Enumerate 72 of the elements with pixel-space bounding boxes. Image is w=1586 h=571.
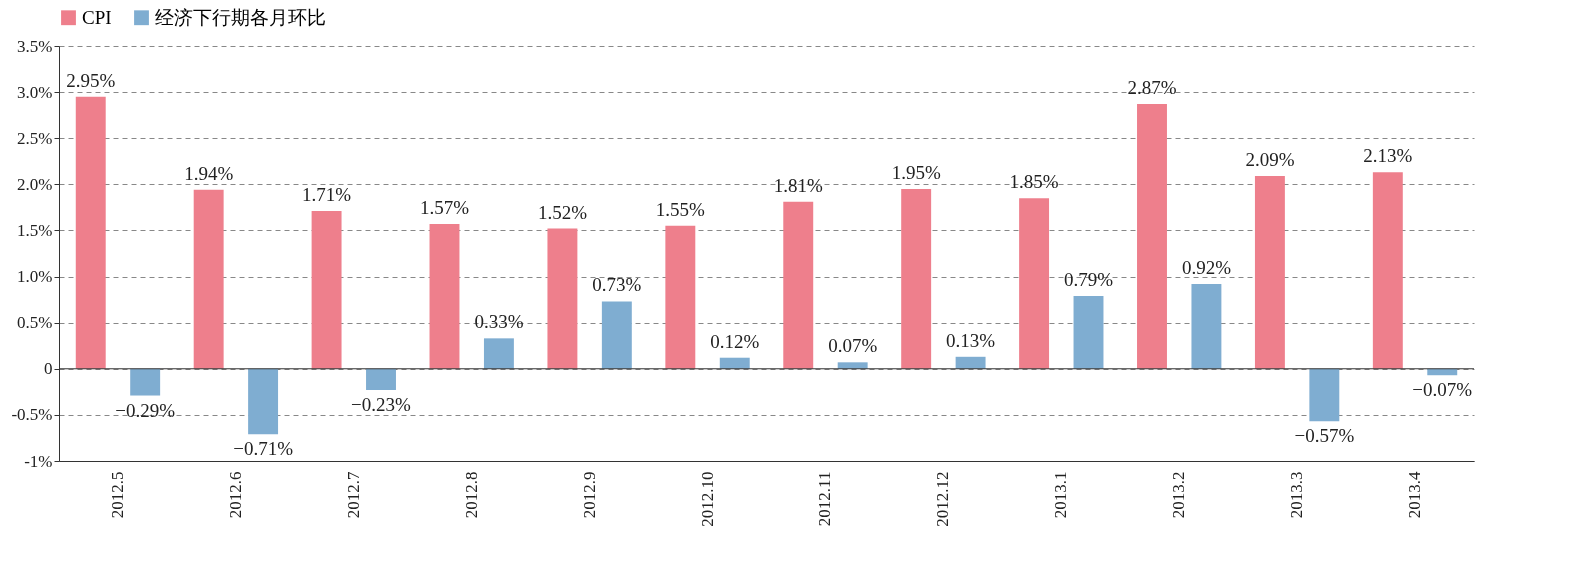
data-label: −0.07% bbox=[1412, 379, 1473, 401]
bar bbox=[601, 301, 632, 369]
y-tick-label: -0.5% bbox=[11, 405, 53, 425]
data-label: 2.09% bbox=[1245, 149, 1295, 171]
y-tick-label: 2.0% bbox=[17, 174, 53, 194]
data-label: 0.92% bbox=[1181, 256, 1232, 278]
data-label: 1.95% bbox=[891, 161, 941, 183]
bar bbox=[783, 201, 814, 369]
bar bbox=[429, 223, 460, 369]
bar bbox=[311, 211, 342, 369]
y-tick-label: 2.5% bbox=[17, 128, 53, 148]
data-label: 0.12% bbox=[710, 330, 760, 352]
y-tick-label: -1% bbox=[24, 451, 53, 471]
y-tick-label: 0 bbox=[44, 359, 53, 379]
bar bbox=[1254, 176, 1285, 369]
legend-label: 经济下行期各月环比 bbox=[155, 6, 326, 28]
data-label: −0.29% bbox=[115, 399, 176, 421]
x-tick-label: 2012.11 bbox=[815, 471, 835, 527]
bar bbox=[901, 188, 932, 369]
y-tick-label: 3.5% bbox=[17, 36, 53, 56]
bar bbox=[1137, 104, 1167, 369]
x-tick-label: 2013.4 bbox=[1405, 471, 1425, 519]
y-tick-label: 1.5% bbox=[17, 220, 53, 240]
bar bbox=[75, 96, 106, 369]
bar bbox=[665, 225, 696, 369]
x-tick-label: 2012.12 bbox=[933, 471, 953, 527]
data-label: 1.55% bbox=[655, 198, 706, 220]
data-label: 0.33% bbox=[474, 311, 524, 333]
data-label: 0.07% bbox=[828, 335, 878, 357]
bar bbox=[366, 368, 396, 390]
data-label: 2.13% bbox=[1363, 145, 1413, 167]
y-tick-label: 3.0% bbox=[17, 82, 53, 102]
data-label: 1.57% bbox=[419, 196, 470, 218]
data-label: 2.87% bbox=[1127, 77, 1177, 99]
data-label: −0.71% bbox=[233, 438, 294, 460]
x-tick-label: 2013.2 bbox=[1169, 471, 1189, 519]
bar bbox=[1073, 295, 1104, 369]
bar bbox=[483, 338, 514, 369]
data-label: 0.13% bbox=[946, 329, 996, 351]
x-tick-label: 2012.7 bbox=[343, 471, 363, 519]
data-label: 2.95% bbox=[66, 69, 116, 91]
x-tick-label: 2013.1 bbox=[1051, 471, 1071, 519]
bar bbox=[248, 368, 279, 435]
data-label: −0.57% bbox=[1294, 425, 1355, 447]
bar bbox=[1427, 368, 1458, 376]
x-tick-label: 2012.10 bbox=[697, 471, 717, 527]
x-tick-label: 2012.5 bbox=[107, 471, 127, 519]
bar bbox=[955, 356, 986, 369]
y-tick-label: 1.0% bbox=[17, 267, 53, 287]
bar bbox=[719, 357, 750, 369]
x-tick-label: 2013.3 bbox=[1287, 471, 1307, 519]
bar bbox=[837, 362, 868, 369]
bar bbox=[1019, 198, 1050, 369]
bar bbox=[1309, 368, 1340, 422]
data-label: 1.81% bbox=[773, 174, 823, 196]
y-tick-label: 0.5% bbox=[17, 313, 53, 333]
x-tick-label: 2012.6 bbox=[225, 471, 245, 519]
legend-label: CPI bbox=[82, 6, 112, 28]
data-label: 0.73% bbox=[592, 274, 642, 296]
bar bbox=[193, 189, 224, 369]
bar bbox=[1191, 283, 1222, 369]
data-label: 1.94% bbox=[184, 162, 234, 184]
data-label: 0.79% bbox=[1063, 268, 1114, 290]
bar bbox=[130, 368, 161, 396]
data-label: 1.71% bbox=[302, 184, 352, 206]
bar bbox=[547, 228, 578, 369]
bar bbox=[1372, 172, 1403, 369]
data-label: −0.23% bbox=[351, 393, 412, 415]
x-tick-label: 2012.9 bbox=[579, 471, 599, 519]
x-tick-label: 2012.8 bbox=[461, 471, 481, 519]
data-label: 1.52% bbox=[537, 201, 588, 223]
data-label: 1.85% bbox=[1009, 171, 1059, 193]
